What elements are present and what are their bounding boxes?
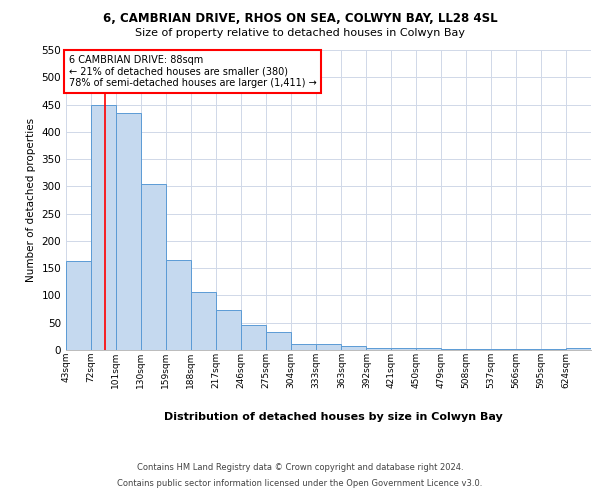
Bar: [391, 348, 416, 350]
Text: 6, CAMBRIAN DRIVE, RHOS ON SEA, COLWYN BAY, LL28 4SL: 6, CAMBRIAN DRIVE, RHOS ON SEA, COLWYN B…: [103, 12, 497, 26]
Bar: [416, 348, 441, 350]
Bar: [116, 112, 141, 350]
Bar: [191, 292, 216, 350]
Bar: [141, 184, 166, 350]
Y-axis label: Number of detached properties: Number of detached properties: [26, 118, 36, 282]
Text: Distribution of detached houses by size in Colwyn Bay: Distribution of detached houses by size …: [164, 412, 502, 422]
Bar: [216, 310, 241, 350]
Bar: [166, 260, 191, 350]
Text: 6 CAMBRIAN DRIVE: 88sqm
← 21% of detached houses are smaller (380)
78% of semi-d: 6 CAMBRIAN DRIVE: 88sqm ← 21% of detache…: [68, 54, 316, 88]
Bar: [441, 349, 466, 350]
Bar: [341, 346, 367, 350]
Bar: [266, 332, 290, 350]
Bar: [367, 348, 391, 350]
Text: Contains public sector information licensed under the Open Government Licence v3: Contains public sector information licen…: [118, 478, 482, 488]
Text: Contains HM Land Registry data © Crown copyright and database right 2024.: Contains HM Land Registry data © Crown c…: [137, 464, 463, 472]
Bar: [316, 344, 341, 350]
Bar: [91, 104, 116, 350]
Bar: [241, 326, 266, 350]
Bar: [566, 348, 591, 350]
Bar: [66, 261, 91, 350]
Bar: [290, 344, 316, 350]
Text: Size of property relative to detached houses in Colwyn Bay: Size of property relative to detached ho…: [135, 28, 465, 38]
